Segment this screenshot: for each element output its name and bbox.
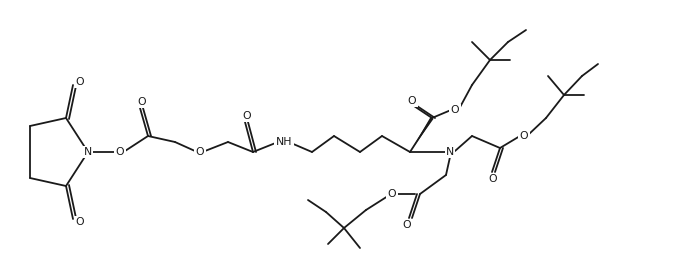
Text: NH: NH — [276, 137, 292, 147]
Text: O: O — [76, 217, 84, 227]
Polygon shape — [410, 117, 434, 152]
Text: N: N — [446, 147, 454, 157]
Text: O: O — [137, 97, 146, 107]
Text: O: O — [76, 77, 84, 87]
Text: O: O — [403, 220, 412, 230]
Text: O: O — [196, 147, 204, 157]
Text: O: O — [388, 189, 396, 199]
Text: O: O — [116, 147, 124, 157]
Text: O: O — [243, 111, 251, 121]
Text: O: O — [489, 174, 498, 184]
Text: O: O — [407, 96, 416, 106]
Text: O: O — [520, 131, 528, 141]
Text: N: N — [84, 147, 92, 157]
Text: O: O — [450, 105, 459, 115]
